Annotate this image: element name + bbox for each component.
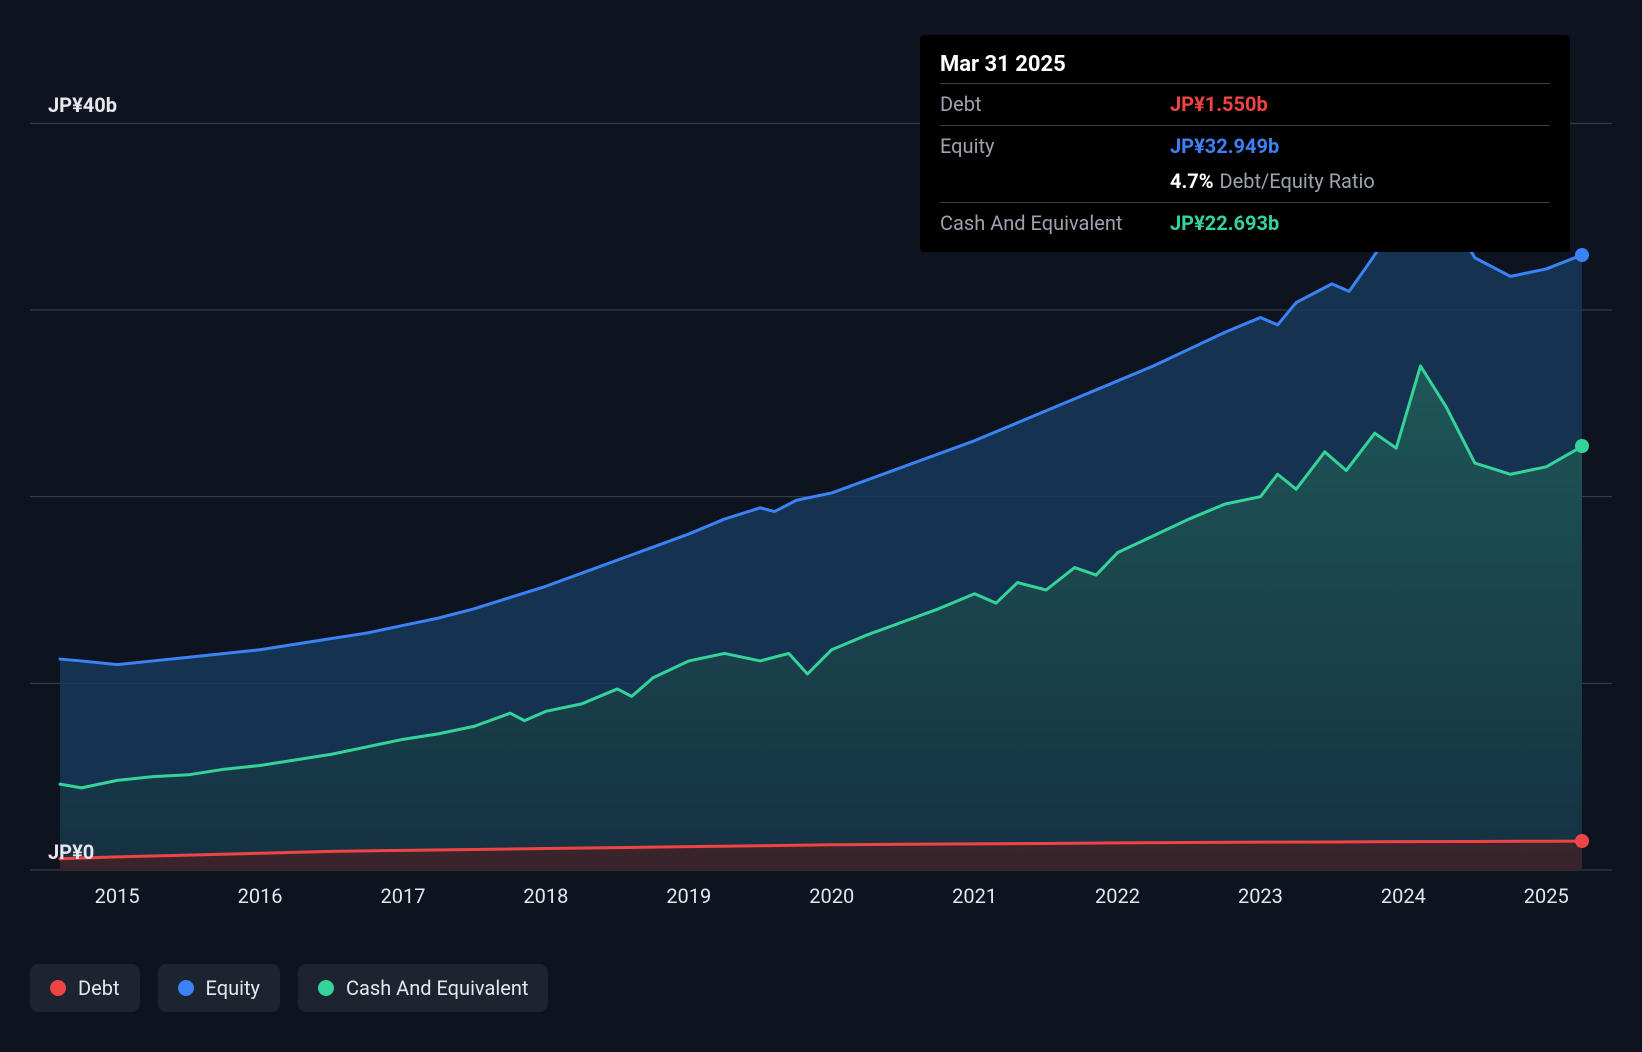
x-tick-label: 2025 [1524, 884, 1569, 908]
legend-dot-icon [318, 980, 334, 996]
tooltip-row-value: JP¥22.693b [1170, 209, 1279, 238]
end-marker-cash [1575, 439, 1589, 453]
tooltip-row-value: JP¥1.550b [1170, 90, 1268, 119]
chart-legend: Debt Equity Cash And Equivalent [30, 964, 1612, 1012]
legend-dot-icon [178, 980, 194, 996]
legend-label: Equity [206, 976, 260, 1000]
chart-container: JP¥0 JP¥40b 2015 2016 2017 2018 2019 2020 2021 2… [0, 0, 1642, 1052]
tooltip-row: DebtJP¥1.550b [940, 83, 1550, 125]
tooltip-row-label: Equity [940, 132, 1170, 161]
chart-tooltip: Mar 31 2025 DebtJP¥1.550bEquityJP¥32.949… [920, 35, 1570, 252]
x-tick-label: 2024 [1381, 884, 1426, 908]
tooltip-rows: DebtJP¥1.550bEquityJP¥32.949b4.7%Debt/Eq… [940, 83, 1550, 244]
tooltip-row-value: JP¥32.949b [1170, 132, 1279, 161]
legend-item-cash-and-equivalent[interactable]: Cash And Equivalent [298, 964, 548, 1012]
tooltip-ratio-value: 4.7% [1170, 169, 1214, 193]
x-tick-label: 2020 [809, 884, 854, 908]
legend-item-debt[interactable]: Debt [30, 964, 140, 1012]
y-tick-label: JP¥0 [48, 840, 94, 864]
x-tick-label: 2021 [952, 884, 997, 908]
tooltip-date: Mar 31 2025 [940, 49, 1550, 81]
tooltip-row: EquityJP¥32.949b [940, 125, 1550, 167]
end-marker-debt [1575, 834, 1589, 848]
legend-dot-icon [50, 980, 66, 996]
tooltip-ratio-row: 4.7%Debt/Equity Ratio [940, 167, 1550, 202]
legend-item-equity[interactable]: Equity [158, 964, 280, 1012]
x-tick-label: 2023 [1238, 884, 1283, 908]
y-tick-label: JP¥40b [48, 93, 117, 117]
tooltip-row-label: Cash And Equivalent [940, 209, 1170, 238]
x-tick-label: 2022 [1095, 884, 1140, 908]
legend-label: Cash And Equivalent [346, 976, 528, 1000]
x-tick-label: 2017 [381, 884, 426, 908]
x-tick-label: 2018 [523, 884, 568, 908]
x-tick-label: 2015 [95, 884, 140, 908]
tooltip-row: Cash And EquivalentJP¥22.693b [940, 202, 1550, 244]
tooltip-ratio-label: Debt/Equity Ratio [1220, 169, 1375, 193]
tooltip-row-label: Debt [940, 90, 1170, 119]
x-tick-label: 2016 [238, 884, 283, 908]
x-tick-label: 2019 [666, 884, 711, 908]
legend-label: Debt [78, 976, 120, 1000]
end-marker-equity [1575, 248, 1589, 262]
